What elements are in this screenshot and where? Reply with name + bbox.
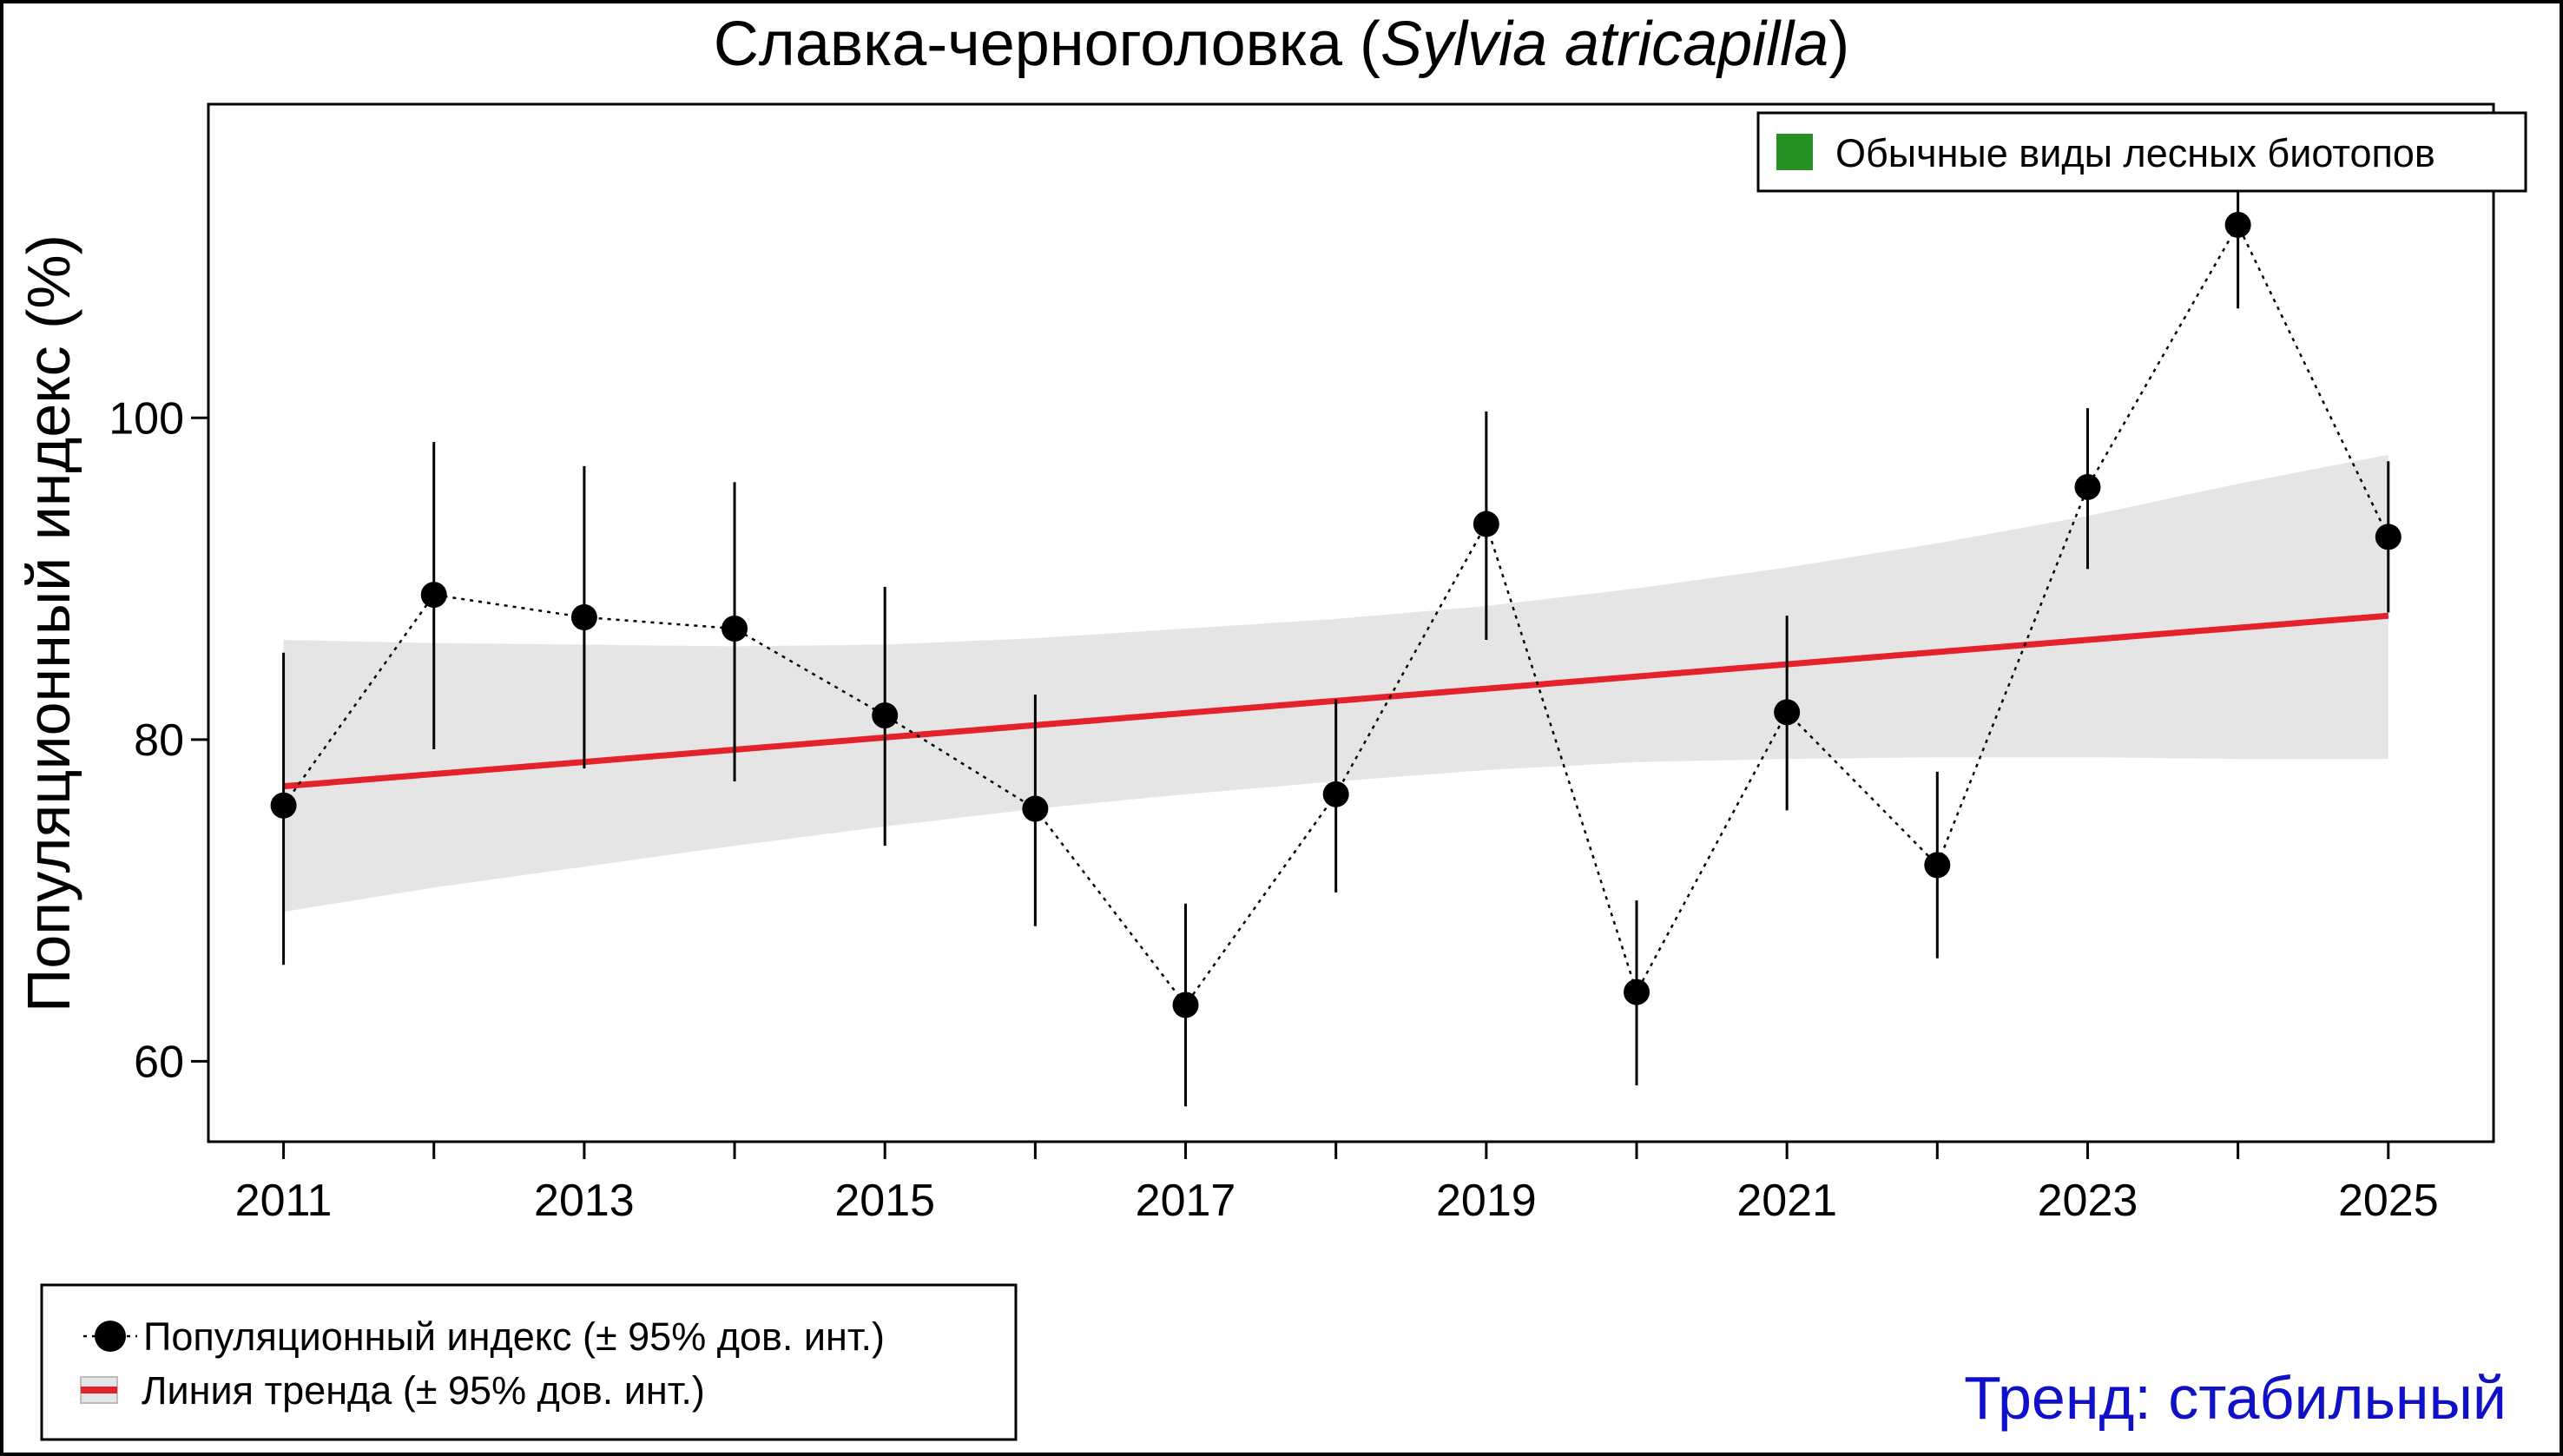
y-tick-label-80: 80 bbox=[134, 715, 184, 766]
x-tick-label-2011: 2011 bbox=[235, 1176, 333, 1226]
group-legend-label: Обычные виды лесных биотопов bbox=[1835, 131, 2435, 175]
plot-frame bbox=[207, 102, 2495, 1143]
x-axis: 2011 2013 2015 2017 2019 2021 2023 2025 bbox=[235, 1142, 2439, 1226]
trend-ci-band-layer bbox=[283, 454, 2388, 912]
x-tick-label-2019: 2019 bbox=[1436, 1176, 1537, 1226]
index-point-2023 bbox=[2074, 473, 2101, 500]
x-tick-label-2023: 2023 bbox=[2038, 1176, 2138, 1226]
x-tick-label-2013: 2013 bbox=[534, 1176, 635, 1226]
index-point-2011 bbox=[270, 792, 297, 819]
chart-title-main: Славка-черноголовка ( bbox=[714, 10, 1380, 79]
legend-index-marker-icon bbox=[95, 1321, 126, 1352]
index-point-2024 bbox=[2224, 211, 2251, 238]
index-point-2018 bbox=[1322, 781, 1349, 807]
index-point-2021 bbox=[1774, 699, 1801, 726]
x-tick-label-2021: 2021 bbox=[1736, 1176, 1837, 1226]
index-series-layer bbox=[270, 144, 2402, 1107]
index-point-2025 bbox=[2375, 524, 2402, 550]
y-tick-label-60: 60 bbox=[134, 1037, 184, 1087]
legend-trend-label: Линия тренда (± 95% дов. инт.) bbox=[142, 1368, 705, 1413]
y-axis-label: Популяционный индекс (%) bbox=[15, 234, 82, 1012]
x-tick-label-2025: 2025 bbox=[2338, 1176, 2439, 1226]
trend-verdict-label: Тренд: стабильный bbox=[1964, 1364, 2507, 1432]
index-point-2012 bbox=[420, 582, 447, 609]
group-legend-box bbox=[1756, 111, 2527, 193]
series-legend-box bbox=[40, 1283, 1018, 1441]
index-point-2022 bbox=[1924, 852, 1951, 879]
chart-title-end: ) bbox=[1828, 10, 1849, 79]
trend-ci-band bbox=[283, 454, 2388, 912]
index-point-2017 bbox=[1172, 992, 1199, 1018]
series-legend: Популяционный индекс (± 95% дов. инт.) Л… bbox=[40, 1283, 1018, 1441]
legend-index-label: Популяционный индекс (± 95% дов. инт.) bbox=[143, 1314, 885, 1359]
y-tick-label-100: 100 bbox=[109, 393, 184, 444]
index-point-2013 bbox=[570, 604, 597, 631]
chart-title-species: Sylvia atricapilla bbox=[1380, 10, 1828, 79]
index-point-2015 bbox=[872, 702, 899, 729]
x-tick-label-2017: 2017 bbox=[1136, 1176, 1236, 1226]
index-point-2014 bbox=[721, 615, 748, 642]
group-legend: Обычные виды лесных биотопов bbox=[1756, 111, 2527, 193]
chart-title: Славка-черноголовка (Sylvia atricapilla) bbox=[714, 10, 1849, 79]
index-point-2019 bbox=[1473, 511, 1499, 537]
index-point-2020 bbox=[1624, 978, 1650, 1005]
index-point-2016 bbox=[1022, 795, 1049, 822]
x-tick-label-2015: 2015 bbox=[834, 1176, 935, 1226]
y-axis: 60 80 100 bbox=[109, 393, 208, 1087]
group-legend-swatch bbox=[1776, 134, 1813, 170]
